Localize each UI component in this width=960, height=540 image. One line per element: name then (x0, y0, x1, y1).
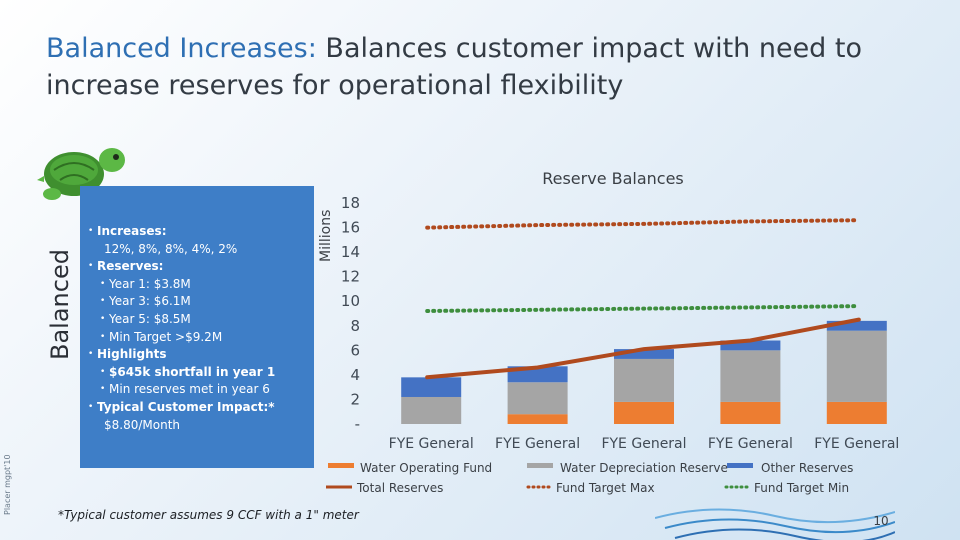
wave-decoration (655, 508, 895, 540)
bar-water-operating (826, 401, 887, 424)
bar-water-depreciation (507, 382, 568, 415)
line-fund-target-max (425, 218, 861, 230)
turtle-icon (37, 148, 125, 202)
y-tick-label: 16 (341, 219, 360, 237)
legend-swatch-water-depreciation (527, 463, 553, 468)
page-number: 10 (873, 514, 889, 528)
slide-title-accent: Balanced Increases: (46, 33, 317, 64)
bar-water-depreciation (720, 350, 781, 402)
legend-label-water-operating: Water Operating Fund (360, 461, 492, 475)
bullet-increases-values: 12%, 8%, 8%, 4%, 2% (104, 241, 238, 256)
bar-other-reserves (826, 320, 887, 331)
bar-water-operating (720, 401, 781, 424)
y-tick-label: 10 (341, 292, 360, 310)
legend-label-total-reserves: Total Reserves (356, 481, 443, 495)
y-tick-label: 18 (341, 194, 360, 212)
bullet-customer-impact-value: $8.80/Month (104, 417, 181, 432)
legend-label-fund-target-max: Fund Target Max (556, 481, 655, 495)
y-tick-label: 12 (341, 268, 360, 286)
legend-swatch-water-operating (328, 463, 354, 468)
bullet-year3: Year 3: $6.1M (100, 293, 308, 311)
bullet-reserves: Reserves: (88, 258, 308, 276)
bullet-year5: Year 5: $8.5M (100, 311, 308, 329)
x-category-label: FYE General (389, 436, 474, 452)
bullet-shortfall: $645k shortfall in year 1 (100, 364, 308, 382)
line-total-reserves (425, 317, 861, 380)
x-category-label: FYE General (814, 436, 899, 452)
summary-bullets: Increases: 12%, 8%, 8%, 4%, 2% Reserves:… (88, 223, 308, 434)
x-category-label: FYE General (601, 436, 686, 452)
bar-water-depreciation (401, 396, 462, 424)
legend-label-water-depreciation: Water Depreciation Reserve (560, 461, 728, 475)
y-tick-label: 8 (350, 317, 360, 335)
y-tick-label: 2 (350, 390, 360, 408)
bullet-min-target: Min Target >$9.2M (100, 329, 308, 347)
line-fund-target-min (425, 304, 861, 313)
y-tick-label: - (355, 415, 360, 433)
legend-label-other-reserves: Other Reserves (761, 461, 853, 475)
bullet-increases: Increases: (88, 223, 308, 241)
bar-other-reserves (401, 377, 462, 397)
x-category-label: FYE General (708, 436, 793, 452)
bar-water-operating (507, 414, 568, 424)
bar-water-depreciation (826, 330, 887, 402)
y-tick-label: 6 (350, 341, 360, 359)
slide-title: Balanced Increases: Balances customer im… (46, 30, 906, 104)
bullet-customer-impact: Typical Customer Impact:* (88, 399, 308, 417)
bullet-highlights: Highlights (88, 346, 308, 364)
y-tick-label: 4 (350, 366, 360, 384)
x-category-label: FYE General (495, 436, 580, 452)
bar-other-reserves (720, 340, 781, 351)
slide-title-rest: Balances customer impact with need to in… (46, 33, 863, 101)
y-tick-label: 14 (341, 243, 360, 261)
bar-water-operating (614, 401, 674, 424)
bar-water-depreciation (614, 358, 674, 402)
bullet-min-met: Min reserves met in year 6 (100, 381, 308, 399)
chart-title: Reserve Balances (542, 169, 684, 188)
bullet-year1: Year 1: $3.8M (100, 276, 308, 294)
bar-other-reserves (614, 349, 674, 359)
legend-swatch-other-reserves (727, 463, 753, 468)
legend-label-fund-target-min: Fund Target Min (754, 481, 849, 495)
footnote: *Typical customer assumes 9 CCF with a 1… (58, 508, 359, 522)
